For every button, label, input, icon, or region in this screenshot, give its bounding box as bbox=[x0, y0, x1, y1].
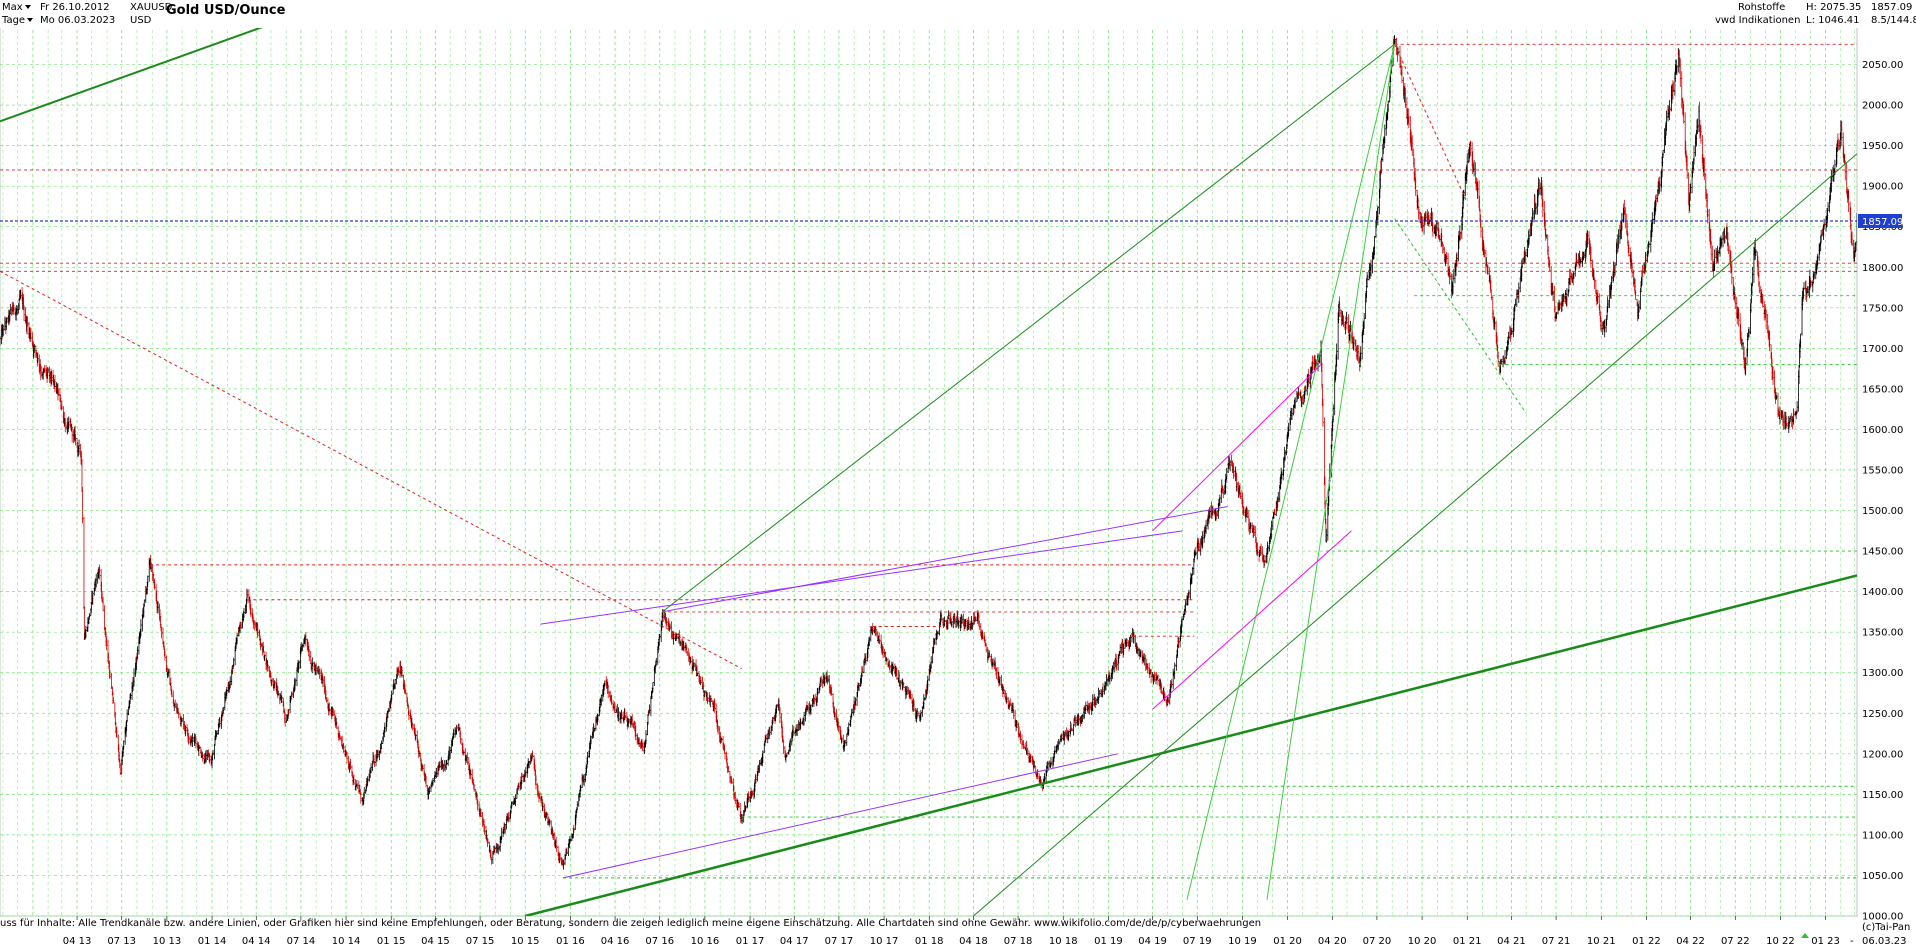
high-value: H: 2075.35 bbox=[1806, 2, 1861, 14]
source: vwd Indikationen bbox=[1715, 15, 1800, 27]
x-tick-label: 10 13 bbox=[153, 936, 182, 947]
x-tick-label: 07 22 bbox=[1721, 936, 1750, 947]
y-tick-label: 1600.00 bbox=[1862, 425, 1903, 436]
y-tick-label: 2000.00 bbox=[1862, 101, 1903, 112]
y-tick-label: 1700.00 bbox=[1862, 344, 1903, 355]
y-tick-label: 1800.00 bbox=[1862, 263, 1903, 274]
x-tick-label: 10 22 bbox=[1766, 936, 1795, 947]
copyright: (c)Tai-Pan bbox=[1862, 922, 1910, 933]
x-tick-label: 01 20 bbox=[1273, 936, 1302, 947]
y-tick-label: 1450.00 bbox=[1862, 547, 1903, 558]
footer-disclaimer: uss für Inhalte: Alle Trendkanäle bzw. a… bbox=[0, 918, 1261, 929]
x-tick-label: 01 17 bbox=[736, 936, 765, 947]
x-tick-label: 07 19 bbox=[1183, 936, 1212, 947]
low-value: L: 1046.41 bbox=[1806, 15, 1859, 27]
x-tick-label: 04 21 bbox=[1497, 936, 1526, 947]
last-value: 1857.09 bbox=[1871, 2, 1912, 14]
y-tick-label: 1250.00 bbox=[1862, 709, 1903, 720]
y-tick-label: 1900.00 bbox=[1862, 182, 1903, 193]
x-tick-label: 01 22 bbox=[1632, 936, 1661, 947]
x-tick-label: 01 18 bbox=[915, 936, 944, 947]
category: Rohstoffe bbox=[1738, 2, 1785, 14]
x-tick-label: 04 19 bbox=[1138, 936, 1167, 947]
x-tick-label: 10 16 bbox=[691, 936, 720, 947]
stat-value: 8.5/144.82 bbox=[1871, 15, 1916, 27]
x-tick-label: 01 23 bbox=[1811, 936, 1840, 947]
period-dropdown[interactable]: Tage bbox=[2, 15, 33, 27]
x-tick-label: 01 19 bbox=[1094, 936, 1123, 947]
y-tick-label: 1950.00 bbox=[1862, 141, 1903, 152]
x-tick-label: 07 17 bbox=[825, 936, 854, 947]
x-tick-label: 04 22 bbox=[1676, 936, 1705, 947]
last-price-label: 1857.09 bbox=[1862, 217, 1903, 228]
y-tick-label: 1350.00 bbox=[1862, 628, 1903, 639]
y-tick-label: 1500.00 bbox=[1862, 506, 1903, 517]
y-axis: 1000.00 1050.00 1100.00 1150.00 1200.00 1250.… bbox=[1862, 60, 1903, 922]
y-tick-label: 2050.00 bbox=[1862, 60, 1903, 71]
from-date: Fr 26.10.2012 bbox=[40, 2, 110, 14]
plot-area bbox=[0, 23, 1858, 917]
y-tick-label: 1100.00 bbox=[1862, 830, 1903, 841]
x-tick-label: 01 21 bbox=[1453, 936, 1482, 947]
x-tick-label: 07 16 bbox=[645, 936, 674, 947]
scroll-arrow-icon bbox=[1801, 933, 1809, 938]
currency: USD bbox=[130, 15, 151, 27]
chart-title: Gold USD/Ounce bbox=[166, 4, 285, 18]
x-tick-label: 04 18 bbox=[959, 936, 988, 947]
x-tick-label: 07 13 bbox=[107, 936, 136, 947]
x-tick-label: 01 16 bbox=[556, 936, 585, 947]
x-tick-label: 04 20 bbox=[1318, 936, 1347, 947]
y-tick-label: 1750.00 bbox=[1862, 303, 1903, 314]
to-date: Mo 06.03.2023 bbox=[40, 15, 115, 27]
x-tick-label: 10 21 bbox=[1587, 936, 1616, 947]
chart-header: Max Fr 26.10.2012 Tage Mo 06.03.2023 XAU… bbox=[0, 0, 1916, 28]
x-tick-label: 10 15 bbox=[511, 936, 540, 947]
range-dropdown[interactable]: Max bbox=[2, 2, 31, 14]
x-tick-label: 07 20 bbox=[1363, 936, 1392, 947]
x-tick-label: 10 19 bbox=[1228, 936, 1257, 947]
x-tick-label: 04 15 bbox=[421, 936, 450, 947]
y-tick-label: 1300.00 bbox=[1862, 668, 1903, 679]
x-tick-label: 04 13 bbox=[63, 936, 92, 947]
x-tick-label: 07 21 bbox=[1542, 936, 1571, 947]
x-tick-label: 10 17 bbox=[870, 936, 899, 947]
x-tick-label: 04 16 bbox=[601, 936, 630, 947]
footer-dash: - bbox=[1850, 936, 1854, 947]
y-tick-label: 1200.00 bbox=[1862, 749, 1903, 760]
y-tick-label: 1400.00 bbox=[1862, 587, 1903, 598]
x-tick-label: 07 15 bbox=[466, 936, 495, 947]
y-tick-label: 1000.00 bbox=[1862, 912, 1903, 923]
x-tick-label: 01 14 bbox=[198, 936, 227, 947]
y-tick-label: 1150.00 bbox=[1862, 790, 1903, 801]
x-tick-label: 10 18 bbox=[1049, 936, 1078, 947]
x-tick-label: 04 14 bbox=[242, 936, 271, 947]
x-axis: 04 13 07 13 10 13 01 14 04 14 07 14 10 14 01 15… bbox=[63, 916, 1840, 947]
y-tick-label: 1050.00 bbox=[1862, 871, 1903, 882]
x-tick-label: 04 17 bbox=[780, 936, 809, 947]
y-tick-label: 1550.00 bbox=[1862, 466, 1903, 477]
end-date: 06.03.23 bbox=[1862, 936, 1907, 947]
x-tick-label: 07 18 bbox=[1004, 936, 1033, 947]
x-tick-label: 07 14 bbox=[287, 936, 316, 947]
x-tick-label: 10 20 bbox=[1408, 936, 1437, 947]
price-bars bbox=[0, 35, 1857, 870]
y-tick-label: 1650.00 bbox=[1862, 384, 1903, 395]
x-tick-label: 10 14 bbox=[332, 936, 361, 947]
x-tick-label: 01 15 bbox=[377, 936, 406, 947]
